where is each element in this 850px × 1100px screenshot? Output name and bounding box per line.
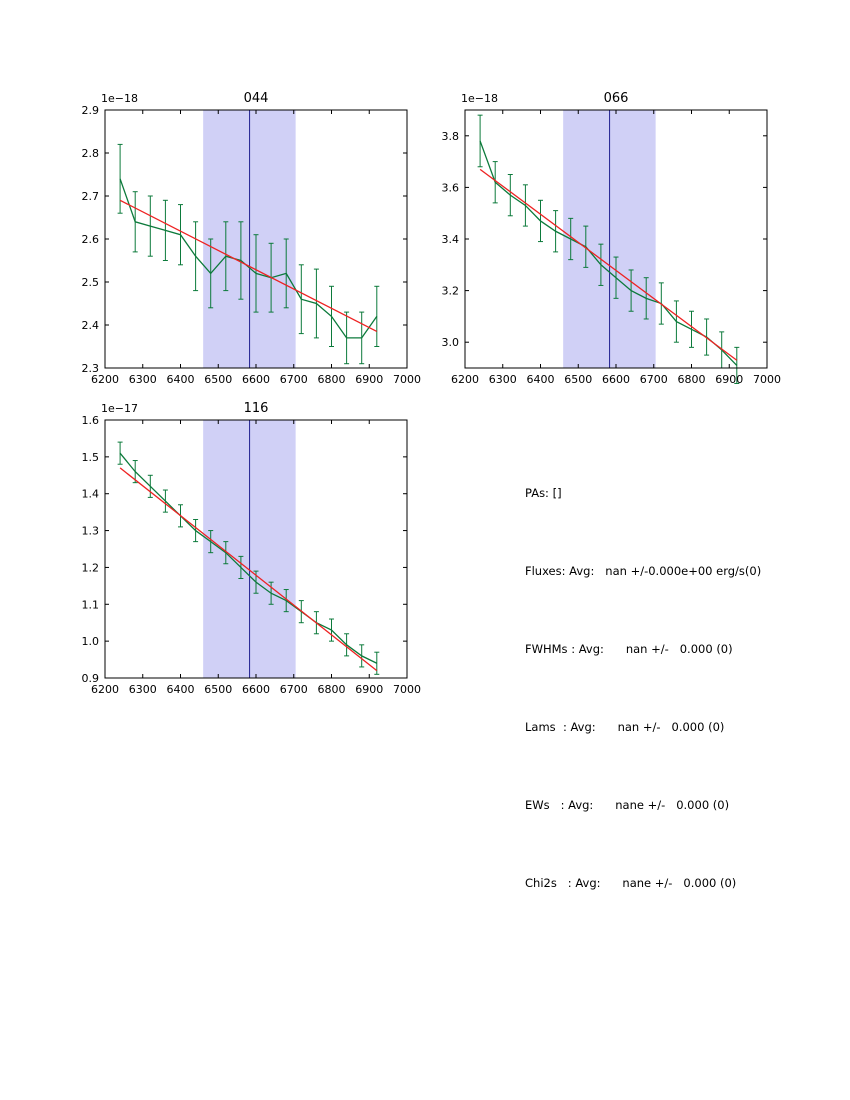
y-tick-label: 3.2 (442, 285, 460, 298)
y-tick-label: 2.4 (82, 319, 100, 332)
chart-066-svg: 6200 6300 6400 6500 6600 6700 6800 6900 7000 3.0 3… (442, 91, 782, 386)
y-tick-label: 1.6 (82, 414, 100, 427)
x-tick-label: 6600 (242, 683, 270, 696)
x-tick-label: 6500 (204, 373, 232, 386)
y-tick-label: 2.7 (82, 190, 100, 203)
continuum-fit-line (119, 467, 378, 672)
x-tick-label: 6300 (129, 373, 157, 386)
y-tick-label: 1.0 (82, 635, 100, 648)
chart-116-svg: 6200 6300 6400 6500 6600 6700 6800 6900 7000 0.9 1… (82, 401, 422, 696)
x-tick-label: 7000 (393, 683, 421, 696)
x-tick-label: 7000 (393, 373, 421, 386)
x-tick-label: 6700 (280, 373, 308, 386)
y-tick-label: 3.4 (442, 233, 460, 246)
y-tick-label: 2.5 (82, 276, 100, 289)
stats-line-pas: PAs: [] (525, 486, 562, 500)
axis-offset-label: 1e−18 (101, 92, 138, 105)
chart-044-svg: 6200 6300 6400 6500 6600 6700 6800 6900 7000 2.3 2… (82, 91, 422, 386)
spectrum-line (119, 452, 378, 664)
stats-line-fluxes: Fluxes: Avg: nan +/-0.000e+00 erg/s(0) (525, 564, 762, 578)
x-tick-label: 6400 (167, 373, 195, 386)
y-tick-label: 1.3 (82, 525, 100, 538)
x-tick-label: 6900 (355, 683, 383, 696)
x-tick-label: 6500 (204, 683, 232, 696)
subplot-bottom-left: 6200 6300 6400 6500 6600 6700 6800 6900 7000 0.9 1… (60, 395, 440, 710)
y-tick-label: 2.6 (82, 233, 100, 246)
stats-line-chi2s: Chi2s : Avg: nane +/- 0.000 (0) (525, 876, 737, 890)
x-tick-label: 6200 (91, 373, 119, 386)
subplot-top-right: 6200 6300 6400 6500 6600 6700 6800 6900 7000 3.0 3… (420, 85, 800, 400)
y-tick-label: 3.6 (442, 181, 460, 194)
x-tick-label: 6800 (318, 373, 346, 386)
axis-offset-label: 1e−18 (461, 92, 498, 105)
spectrum-line (479, 140, 738, 366)
x-tick-label: 6600 (602, 373, 630, 386)
plot-title: 066 (604, 91, 629, 106)
subplot-top-left: 6200 6300 6400 6500 6600 6700 6800 6900 7000 2.3 2… (60, 85, 440, 400)
y-tick-label: 1.5 (82, 451, 100, 464)
x-tick-label: 6300 (489, 373, 517, 386)
x-tick-label: 6200 (91, 683, 119, 696)
y-tick-label: 0.9 (82, 672, 100, 685)
x-tick-label: 6300 (129, 683, 157, 696)
stats-block: PAs: [] Fluxes: Avg: nan +/-0.000e+00 er… (525, 428, 761, 948)
y-tick-label: 2.8 (82, 147, 100, 160)
plot-title: 044 (244, 91, 269, 106)
stats-line-ews: EWs : Avg: nane +/- 0.000 (0) (525, 798, 730, 812)
x-tick-label: 6900 (715, 373, 743, 386)
x-tick-label: 6800 (318, 683, 346, 696)
y-tick-label: 3.0 (442, 336, 460, 349)
x-tick-label: 6700 (640, 373, 668, 386)
y-tick-label: 1.2 (82, 561, 100, 574)
y-tick-label: 3.8 (442, 130, 460, 143)
stats-line-fwhms: FWHMs : Avg: nan +/- 0.000 (0) (525, 642, 733, 656)
x-tick-label: 7000 (753, 373, 781, 386)
axis-offset-label: 1e−17 (101, 402, 138, 415)
stats-line-lams: Lams : Avg: nan +/- 0.000 (0) (525, 720, 725, 734)
x-tick-label: 6400 (167, 683, 195, 696)
y-tick-label: 2.9 (82, 104, 100, 117)
x-tick-label: 6700 (280, 683, 308, 696)
x-tick-label: 6800 (678, 373, 706, 386)
continuum-fit-line (119, 199, 378, 333)
y-tick-label: 1.4 (82, 488, 100, 501)
plot-title: 116 (244, 401, 269, 416)
x-tick-label: 6600 (242, 373, 270, 386)
x-tick-label: 6200 (451, 373, 479, 386)
x-tick-label: 6900 (355, 373, 383, 386)
spectrum-line (119, 178, 378, 339)
y-tick-label: 1.1 (82, 598, 100, 611)
x-tick-label: 6500 (564, 373, 592, 386)
x-tick-label: 6400 (527, 373, 555, 386)
continuum-fit-line (479, 168, 738, 361)
y-tick-label: 2.3 (82, 362, 100, 375)
